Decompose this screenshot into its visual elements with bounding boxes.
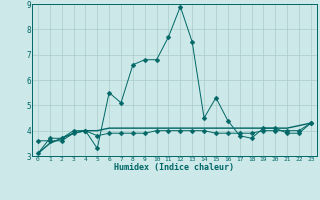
X-axis label: Humidex (Indice chaleur): Humidex (Indice chaleur) <box>115 163 234 172</box>
